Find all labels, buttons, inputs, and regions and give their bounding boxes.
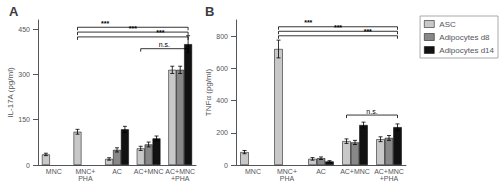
svg-text:MNC+: MNC+	[277, 168, 297, 175]
svg-text:***: ***	[304, 19, 312, 26]
svg-text:Adipocytes d14: Adipocytes d14	[439, 46, 494, 55]
svg-text:+PHA: +PHA	[380, 175, 399, 182]
svg-text:IL-17A (pg/ml): IL-17A (pg/ml)	[6, 67, 15, 118]
svg-text:n.s.: n.s.	[366, 108, 377, 115]
svg-text:B: B	[205, 4, 214, 19]
svg-text:AC+MNC: AC+MNC	[134, 168, 164, 175]
svg-text:AC+MNC: AC+MNC	[340, 168, 370, 175]
svg-text:+PHA: +PHA	[171, 175, 190, 182]
svg-text:***: ***	[364, 28, 372, 35]
svg-text:***: ***	[129, 25, 137, 32]
svg-text:PHA: PHA	[78, 175, 93, 182]
svg-text:***: ***	[156, 29, 164, 36]
svg-text:450: 450	[18, 26, 30, 33]
svg-text:A: A	[9, 4, 19, 19]
svg-text:0: 0	[26, 162, 30, 169]
svg-text:400: 400	[216, 97, 228, 104]
svg-text:ASC: ASC	[439, 20, 456, 29]
svg-text:***: ***	[101, 20, 109, 27]
svg-text:n.s.: n.s.	[159, 41, 170, 48]
svg-text:AC+MNC: AC+MNC	[165, 168, 195, 175]
svg-text:AC+MNC: AC+MNC	[374, 168, 404, 175]
svg-text:TNFα (pg/ml): TNFα (pg/ml)	[204, 69, 213, 117]
svg-text:0: 0	[224, 162, 228, 169]
svg-text:Adipocytes d8: Adipocytes d8	[439, 33, 490, 42]
svg-text:MNC: MNC	[245, 168, 261, 175]
svg-text:200: 200	[216, 129, 228, 136]
svg-text:***: ***	[334, 24, 342, 31]
svg-text:300: 300	[18, 71, 30, 78]
svg-text:600: 600	[216, 65, 228, 72]
svg-text:PHA: PHA	[280, 175, 295, 182]
svg-text:AC: AC	[112, 168, 122, 175]
svg-text:AC: AC	[316, 168, 326, 175]
svg-text:800: 800	[216, 33, 228, 40]
svg-text:150: 150	[18, 116, 30, 123]
svg-text:MNC: MNC	[46, 168, 62, 175]
svg-text:MNC+: MNC+	[75, 168, 95, 175]
